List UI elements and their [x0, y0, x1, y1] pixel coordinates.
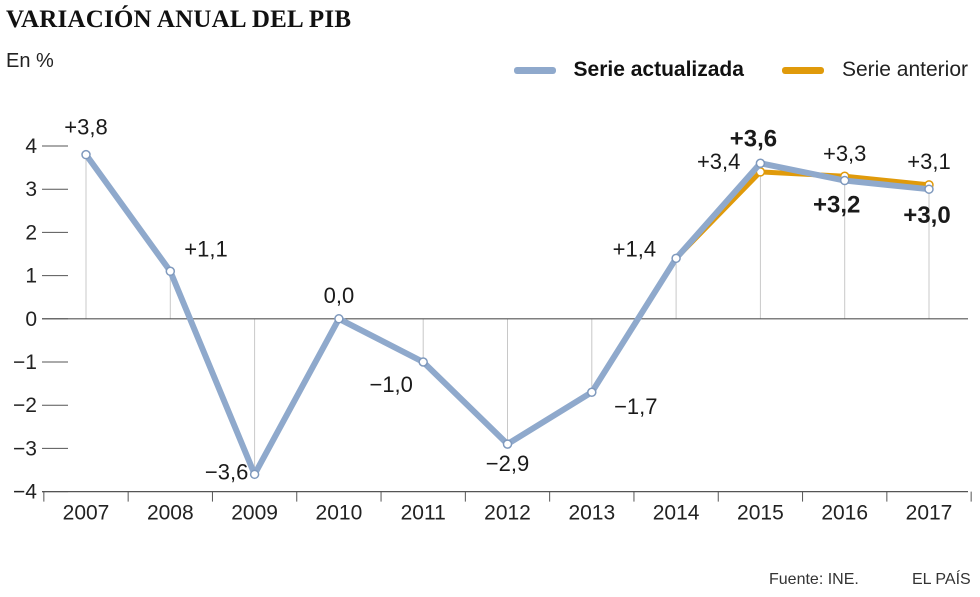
- x-tick-label-2017: 2017: [906, 502, 953, 525]
- x-tick-label-2007: 2007: [63, 502, 110, 525]
- x-tick-label-2013: 2013: [568, 502, 615, 525]
- y-tick-label--3: −3: [13, 437, 37, 460]
- x-tick-label-2012: 2012: [484, 502, 531, 525]
- data-label-updated-2017: +3,0: [903, 202, 950, 229]
- y-tick-label--1: −1: [13, 351, 37, 374]
- data-label-updated-2016: +3,2: [813, 192, 860, 219]
- x-tick-label-2009: 2009: [231, 502, 278, 525]
- data-label-updated-2010: 0,0: [324, 283, 355, 308]
- data-label-previous-2017: +3,1: [907, 149, 950, 174]
- data-label-updated-2014: +1,4: [613, 236, 656, 261]
- point-updated-2007: [81, 149, 91, 160]
- data-label-updated-2015: +3,6: [730, 125, 777, 152]
- data-label-updated-2009: −3,6: [205, 459, 248, 484]
- point-updated-2017: [924, 184, 934, 194]
- y-tick-label-4: 4: [25, 135, 37, 158]
- legend-swatch-updated: [513, 66, 556, 74]
- point-updated-2014: [671, 253, 681, 264]
- chart-title: VARIACIÓN ANUAL DEL PIB: [6, 6, 352, 33]
- y-tick-label--2: −2: [13, 394, 37, 417]
- legend-item-previous: Serie anterior: [781, 58, 968, 82]
- point-updated-2012: [502, 439, 513, 449]
- source-note: Fuente: INE.: [769, 571, 859, 588]
- x-tick-label-2010: 2010: [316, 502, 363, 525]
- x-tick-label-2011: 2011: [401, 502, 446, 525]
- data-label-previous-2015: +3,4: [697, 149, 740, 174]
- data-label-updated-2011: −1,0: [369, 372, 412, 397]
- brand-logo: EL PAÍS: [912, 571, 971, 588]
- y-tick-label-0: 0: [25, 308, 37, 331]
- legend: Serie actualizada Serie anterior: [476, 58, 968, 82]
- legend-label-updated: Serie actualizada: [573, 58, 744, 81]
- data-label-updated-2007: +3,8: [64, 115, 107, 140]
- x-tick-label-2008: 2008: [147, 502, 194, 525]
- y-tick-label-3: 3: [25, 178, 37, 201]
- data-label-updated-2013: −1,7: [614, 394, 657, 419]
- legend-swatch-previous: [781, 66, 824, 74]
- y-tick-label--4: −4: [13, 481, 37, 504]
- point-updated-2010: [334, 314, 344, 324]
- x-tick-label-2016: 2016: [821, 502, 868, 525]
- data-label-previous-2016: +3,3: [823, 141, 866, 166]
- data-label-updated-2012: −2,9: [486, 451, 529, 476]
- point-updated-2009: [249, 469, 260, 480]
- unit-label: En %: [6, 50, 54, 72]
- data-label-updated-2008: +1,1: [184, 236, 227, 261]
- point-updated-2015: [755, 158, 766, 169]
- legend-item-updated: Serie actualizada: [513, 58, 744, 82]
- point-updated-2011: [418, 357, 428, 367]
- point-updated-2008: [165, 266, 176, 277]
- y-tick-label-2: 2: [25, 221, 37, 244]
- point-updated-2016: [839, 175, 850, 186]
- y-tick-label-1: 1: [25, 265, 37, 288]
- point-updated-2013: [587, 387, 597, 397]
- legend-label-previous: Serie anterior: [841, 58, 968, 81]
- x-tick-label-2014: 2014: [653, 502, 700, 525]
- x-tick-label-2015: 2015: [737, 502, 784, 525]
